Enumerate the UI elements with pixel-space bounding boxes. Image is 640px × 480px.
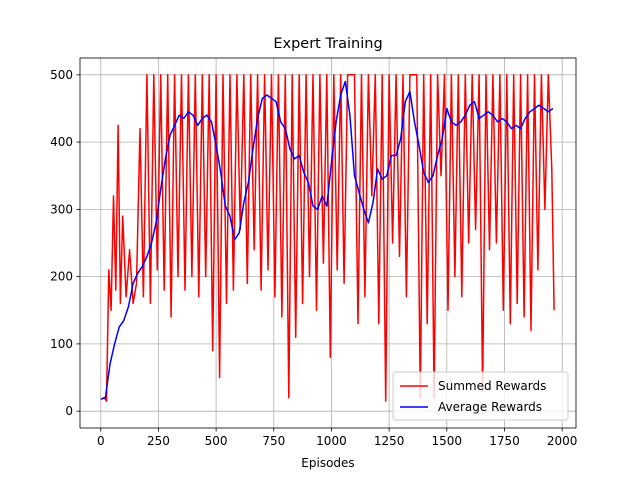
x-tick-label: 2000 — [547, 434, 578, 448]
y-tick-label: 300 — [50, 202, 73, 216]
x-tick-label: 1000 — [316, 434, 347, 448]
chart-title: Expert Training — [273, 36, 382, 52]
series-line-summed-rewards — [100, 74, 555, 402]
plot-frame — [79, 57, 577, 429]
x-axis-ticks: 0 250 500 750 1000 1250 1500 1750 2000 — [97, 428, 577, 448]
y-axis-ticks: 0 100 200 300 400 500 — [50, 68, 80, 418]
x-tick-label: 250 — [147, 434, 170, 448]
x-tick-label: 0 — [97, 434, 105, 448]
series-line-average-rewards — [100, 80, 554, 400]
y-tick-label: 500 — [50, 68, 73, 82]
legend-label-average-rewards: Average Rewards — [438, 400, 542, 414]
legend-label-summed-rewards: Summed Rewards — [438, 379, 546, 393]
legend-box — [392, 371, 569, 421]
x-tick-label: 500 — [205, 434, 228, 448]
y-tick-label: 0 — [65, 404, 73, 418]
legend: Summed Rewards Average Rewards — [392, 371, 569, 421]
y-tick-label: 200 — [50, 270, 73, 284]
y-tick-label: 400 — [50, 135, 73, 149]
x-axis-label: Episodes — [301, 456, 354, 470]
series-layer — [100, 74, 555, 402]
x-tick-label: 1750 — [489, 434, 520, 448]
y-tick-label: 100 — [50, 337, 73, 351]
x-tick-label: 1500 — [432, 434, 463, 448]
x-tick-label: 1250 — [374, 434, 405, 448]
x-tick-label: 750 — [262, 434, 285, 448]
